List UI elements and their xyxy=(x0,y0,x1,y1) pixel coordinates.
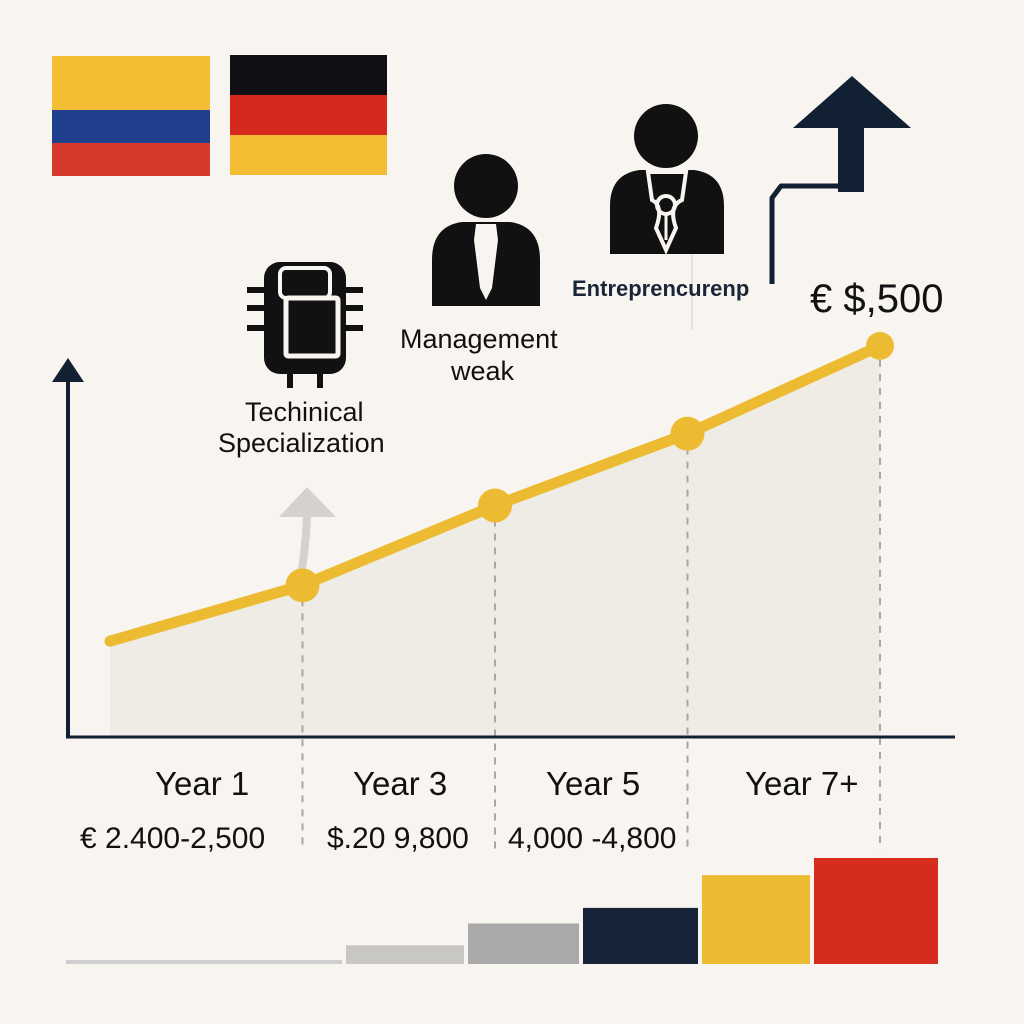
strip-bar xyxy=(583,907,698,964)
top-salary-label: € $,500 xyxy=(810,277,944,321)
strip-bar xyxy=(468,923,579,964)
chip-icon xyxy=(247,262,363,388)
category-label: Year 5 xyxy=(546,765,641,802)
y-axis xyxy=(52,358,84,737)
flag-stripe xyxy=(230,135,387,175)
salary-range-label: $.20 9,800 xyxy=(327,822,469,855)
data-point xyxy=(670,416,705,451)
drop-lines xyxy=(301,345,881,850)
category-label: Year 3 xyxy=(353,765,448,802)
up-arrow-icon xyxy=(769,76,911,284)
strip-bar xyxy=(814,858,938,964)
data-point xyxy=(478,488,512,523)
technical-label-line2: Specialization xyxy=(218,428,385,458)
management-label-line2: weak xyxy=(451,356,515,386)
category-label: Year 1 xyxy=(155,765,250,802)
person-tie-icon xyxy=(432,154,540,306)
germany-flag xyxy=(230,55,387,175)
colombia-flag xyxy=(52,56,210,176)
flag-stripe xyxy=(52,56,210,110)
management-label-line1: Management xyxy=(400,324,558,354)
strip-bar xyxy=(702,875,810,964)
salary-range-label: € 2.400-2,500 xyxy=(80,822,266,855)
person-pen-nib-icon xyxy=(610,104,724,330)
flag-stripe xyxy=(230,95,387,135)
category-label: Year 7+ xyxy=(745,765,859,802)
entrepreneurship-label: Entreprencurenp xyxy=(572,276,750,301)
salary-range-label: 4,000 -4,800 xyxy=(508,822,677,855)
color-bar-strip xyxy=(66,858,938,964)
data-point xyxy=(866,331,894,360)
flag-stripe xyxy=(230,55,387,95)
data-markers xyxy=(285,331,894,603)
strip-bar xyxy=(346,945,464,964)
technical-label-line1: Techinical xyxy=(245,397,364,427)
flag-stripe xyxy=(52,110,210,143)
strip-bar xyxy=(66,960,342,964)
flag-stripe xyxy=(52,143,210,176)
data-point xyxy=(285,568,320,603)
